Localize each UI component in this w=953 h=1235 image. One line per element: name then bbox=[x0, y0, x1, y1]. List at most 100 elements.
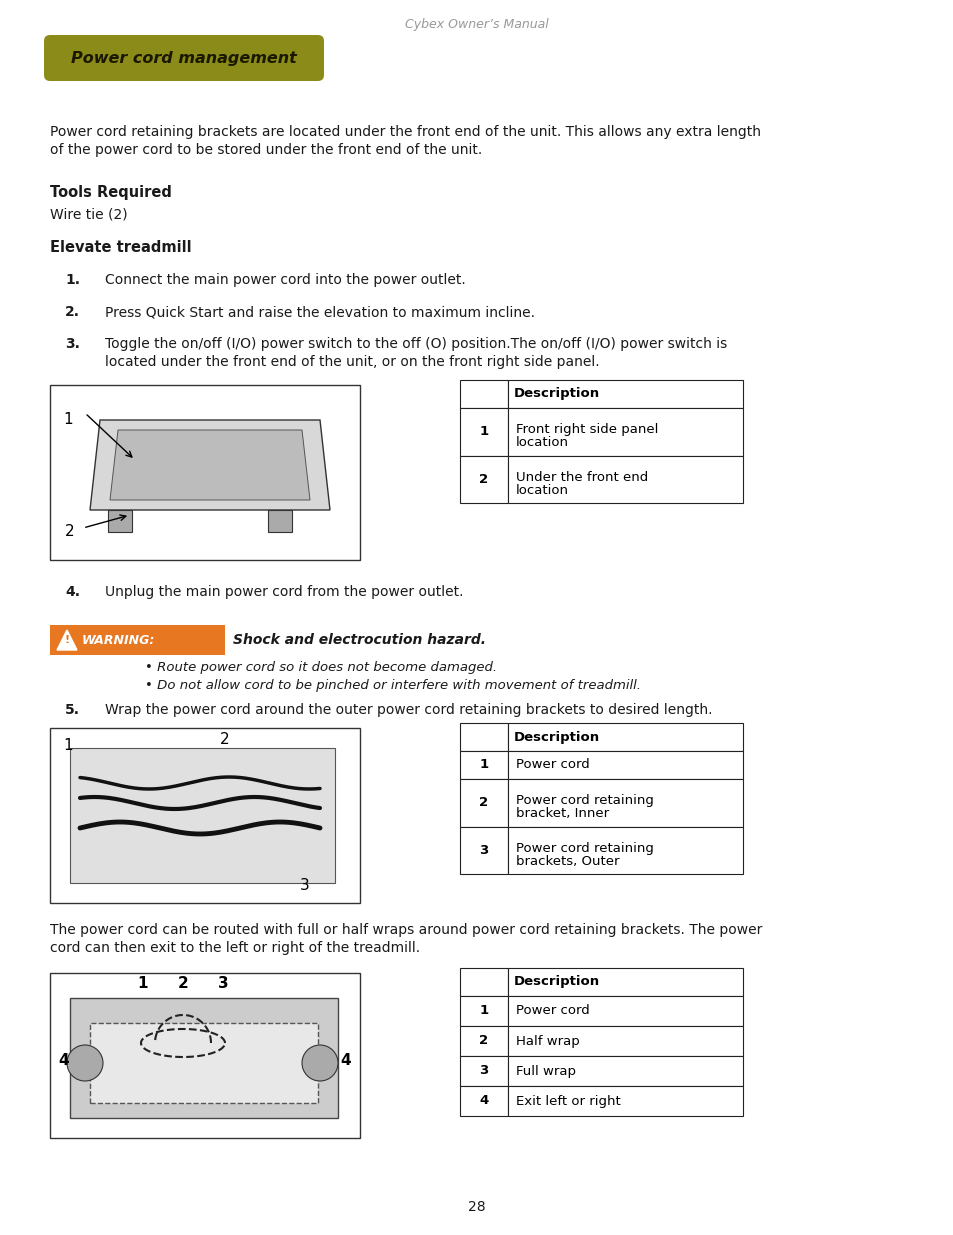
Text: Description: Description bbox=[514, 388, 599, 400]
Bar bbox=[507, 380, 742, 408]
Text: • Route power cord so it does not become damaged.: • Route power cord so it does not become… bbox=[145, 661, 497, 674]
Text: 2: 2 bbox=[479, 1035, 488, 1047]
Text: 3.: 3. bbox=[65, 337, 80, 351]
Bar bbox=[50, 625, 225, 655]
Bar bbox=[268, 510, 292, 532]
Bar bbox=[507, 1086, 742, 1116]
Text: Front right side panel: Front right side panel bbox=[516, 424, 658, 436]
Text: 2: 2 bbox=[220, 732, 230, 747]
Text: Half wrap: Half wrap bbox=[516, 1035, 579, 1047]
Bar bbox=[70, 998, 337, 1118]
Bar bbox=[459, 380, 507, 408]
Bar bbox=[459, 722, 507, 751]
Text: Elevate treadmill: Elevate treadmill bbox=[50, 240, 192, 254]
Bar bbox=[459, 1026, 507, 1056]
Text: Cybex Owner’s Manual: Cybex Owner’s Manual bbox=[405, 19, 548, 31]
Text: WARNING:: WARNING: bbox=[82, 634, 155, 646]
Text: location: location bbox=[516, 436, 568, 450]
Text: Power cord retaining brackets are located under the front end of the unit. This : Power cord retaining brackets are locate… bbox=[50, 125, 760, 140]
Bar bbox=[459, 995, 507, 1026]
Text: 2: 2 bbox=[65, 525, 74, 540]
Text: 1: 1 bbox=[137, 976, 148, 990]
Text: located under the front end of the unit, or on the front right side panel.: located under the front end of the unit,… bbox=[105, 354, 599, 369]
Text: 1: 1 bbox=[479, 758, 488, 772]
Bar bbox=[459, 751, 507, 779]
Text: Press Quick Start and raise the elevation to maximum incline.: Press Quick Start and raise the elevatio… bbox=[105, 305, 535, 319]
Text: 1: 1 bbox=[63, 412, 72, 427]
Text: location: location bbox=[516, 484, 568, 496]
Text: Description: Description bbox=[514, 976, 599, 988]
Text: Toggle the on/off (I/O) power switch to the off (O) position.The on/off (I/O) po: Toggle the on/off (I/O) power switch to … bbox=[105, 337, 726, 351]
Text: 3: 3 bbox=[217, 976, 228, 990]
FancyBboxPatch shape bbox=[44, 35, 324, 82]
Text: Tools Required: Tools Required bbox=[50, 185, 172, 200]
Text: Power cord: Power cord bbox=[516, 1004, 589, 1018]
Text: Power cord: Power cord bbox=[516, 758, 589, 772]
Bar bbox=[50, 973, 359, 1137]
Bar bbox=[459, 408, 507, 456]
Bar bbox=[108, 510, 132, 532]
Text: 3: 3 bbox=[478, 1065, 488, 1077]
Bar bbox=[459, 1056, 507, 1086]
Polygon shape bbox=[110, 430, 310, 500]
Text: 28: 28 bbox=[468, 1200, 485, 1214]
Text: The power cord can be routed with full or half wraps around power cord retaining: The power cord can be routed with full o… bbox=[50, 923, 761, 937]
Text: 1.: 1. bbox=[65, 273, 80, 287]
Text: 2: 2 bbox=[479, 797, 488, 809]
Bar bbox=[459, 968, 507, 995]
Text: 3: 3 bbox=[478, 844, 488, 857]
Text: Exit left or right: Exit left or right bbox=[516, 1094, 620, 1108]
Bar bbox=[459, 456, 507, 503]
Text: Description: Description bbox=[514, 730, 599, 743]
Bar bbox=[507, 408, 742, 456]
Text: 1: 1 bbox=[479, 1004, 488, 1018]
Text: • Do not allow cord to be pinched or interfere with movement of treadmill.: • Do not allow cord to be pinched or int… bbox=[145, 679, 640, 692]
Text: brackets, Outer: brackets, Outer bbox=[516, 855, 618, 868]
Bar bbox=[50, 385, 359, 559]
Bar bbox=[50, 727, 359, 903]
Text: Connect the main power cord into the power outlet.: Connect the main power cord into the pow… bbox=[105, 273, 465, 287]
Circle shape bbox=[67, 1045, 103, 1081]
Polygon shape bbox=[57, 630, 77, 650]
Text: 2: 2 bbox=[479, 473, 488, 485]
Bar bbox=[459, 1086, 507, 1116]
Bar bbox=[507, 1026, 742, 1056]
Bar bbox=[507, 968, 742, 995]
Text: of the power cord to be stored under the front end of the unit.: of the power cord to be stored under the… bbox=[50, 143, 482, 157]
Text: 4.: 4. bbox=[65, 585, 80, 599]
Text: 4: 4 bbox=[59, 1053, 70, 1068]
Text: 2.: 2. bbox=[65, 305, 80, 319]
Text: Under the front end: Under the front end bbox=[516, 471, 648, 484]
Bar bbox=[459, 779, 507, 826]
Text: 3: 3 bbox=[300, 878, 310, 893]
Text: Power cord management: Power cord management bbox=[71, 51, 296, 65]
Text: Full wrap: Full wrap bbox=[516, 1065, 576, 1077]
Text: Power cord retaining: Power cord retaining bbox=[516, 794, 653, 808]
Polygon shape bbox=[90, 420, 330, 510]
Text: 5.: 5. bbox=[65, 703, 80, 718]
Bar bbox=[507, 779, 742, 826]
Circle shape bbox=[302, 1045, 337, 1081]
Text: cord can then exit to the left or right of the treadmill.: cord can then exit to the left or right … bbox=[50, 941, 419, 955]
Text: 4: 4 bbox=[478, 1094, 488, 1108]
Bar bbox=[507, 826, 742, 874]
Bar bbox=[507, 751, 742, 779]
Bar bbox=[507, 456, 742, 503]
Text: !: ! bbox=[65, 635, 70, 645]
Bar bbox=[507, 995, 742, 1026]
Text: Unplug the main power cord from the power outlet.: Unplug the main power cord from the powe… bbox=[105, 585, 463, 599]
Bar bbox=[507, 722, 742, 751]
Bar bbox=[507, 1056, 742, 1086]
Bar bbox=[90, 1023, 317, 1103]
Text: Power cord retaining: Power cord retaining bbox=[516, 842, 653, 855]
Text: 2: 2 bbox=[177, 976, 188, 990]
Text: 4: 4 bbox=[340, 1053, 351, 1068]
Bar bbox=[459, 826, 507, 874]
Text: Shock and electrocution hazard.: Shock and electrocution hazard. bbox=[233, 634, 485, 647]
Text: 1: 1 bbox=[479, 425, 488, 438]
Text: bracket, Inner: bracket, Inner bbox=[516, 808, 608, 820]
Text: 1: 1 bbox=[63, 739, 72, 753]
Text: Wrap the power cord around the outer power cord retaining brackets to desired le: Wrap the power cord around the outer pow… bbox=[105, 703, 712, 718]
Bar bbox=[70, 748, 335, 883]
Text: Wire tie (2): Wire tie (2) bbox=[50, 207, 128, 221]
